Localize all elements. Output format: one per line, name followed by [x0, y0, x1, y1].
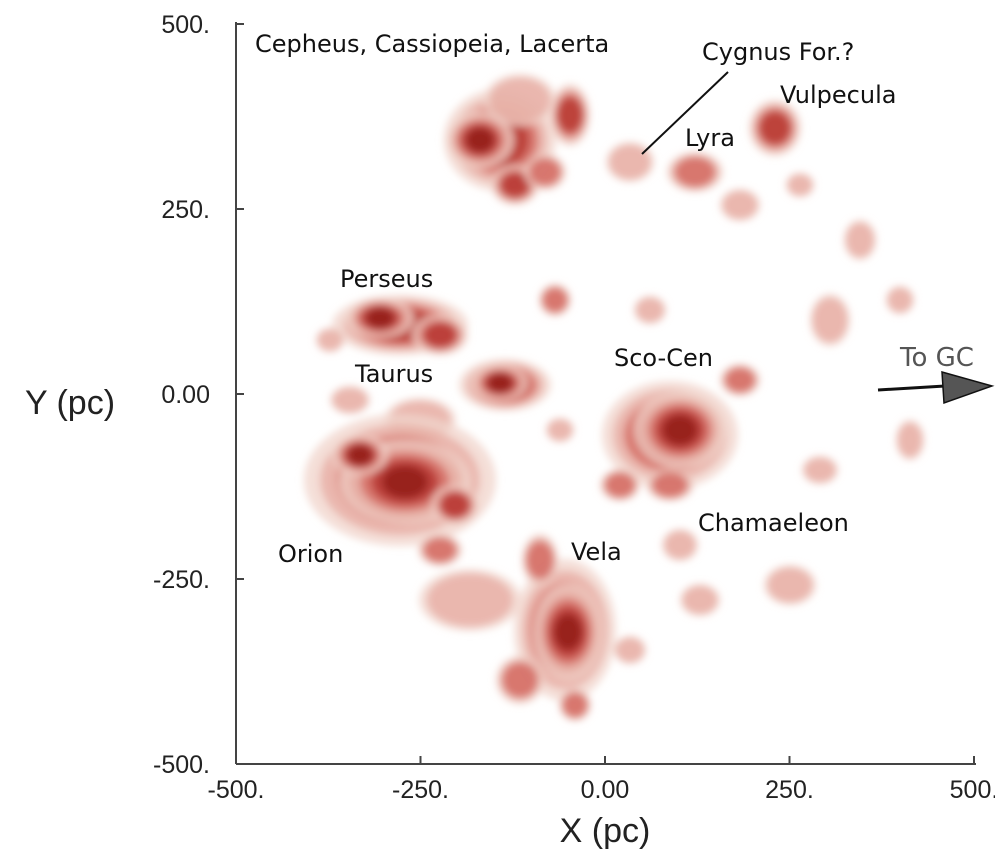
annotation: Orion	[278, 540, 343, 568]
dust-cloud	[635, 297, 665, 323]
annotation-line	[641, 71, 729, 155]
dust-cloud	[804, 457, 836, 483]
dust-cloud	[529, 158, 561, 186]
dust-cloud	[682, 585, 718, 615]
dust-cloud	[615, 637, 645, 663]
annotation: Perseus	[340, 265, 433, 293]
dust-cloud	[722, 190, 758, 220]
dust-cloud	[845, 222, 875, 258]
dust-cloud	[440, 492, 470, 518]
dust-cloud	[547, 419, 573, 441]
dust-cloud	[347, 445, 373, 465]
dust-cloud	[664, 530, 696, 560]
x-tick-label: 250.	[765, 776, 814, 804]
dust-cloud	[557, 97, 583, 133]
dust-cloud	[767, 567, 813, 603]
dust-cloud	[562, 692, 588, 718]
y-tick-label: 250.	[161, 196, 210, 224]
dust-cloud	[427, 573, 513, 627]
dust-cloud	[500, 172, 530, 198]
annotation: Sco-Cen	[614, 344, 713, 372]
dust-cloud	[423, 322, 457, 348]
dust-cloud	[897, 422, 923, 458]
dust-cloud	[605, 472, 635, 498]
dust-cloud	[609, 144, 651, 180]
x-tick-label: 500.	[950, 776, 995, 804]
annotation: Lyra	[685, 124, 735, 152]
dust-cloud	[725, 367, 755, 393]
dust-cloud	[332, 387, 368, 413]
x-tick-label: -250.	[392, 776, 449, 804]
x-axis-label: X (pc)	[560, 812, 651, 850]
dust-cloud	[542, 287, 568, 313]
dust-cloud	[502, 662, 538, 698]
x-tick-label: -500.	[208, 776, 265, 804]
y-tick-label: 0.00	[161, 381, 210, 409]
dust-cloud	[652, 472, 688, 498]
dust-cloud	[466, 127, 494, 153]
annotation: To GC	[899, 343, 974, 373]
y-axis-label: Y (pc)	[25, 384, 115, 422]
annotation: Cepheus, Cassiopeia, Lacerta	[255, 30, 609, 58]
dust-cloud	[382, 465, 428, 499]
dust-cloud	[317, 329, 343, 351]
dust-cloud	[423, 537, 457, 563]
x-tick-label: 0.00	[581, 776, 630, 804]
y-tick-label: 500.	[161, 11, 210, 39]
dust-cloud	[554, 614, 582, 650]
arrow-head	[941, 370, 995, 405]
dust-cloud	[787, 174, 813, 196]
dust-cloud	[812, 297, 848, 343]
annotation: Chamaeleon	[698, 509, 849, 537]
dust-cloud	[887, 287, 913, 313]
dust-cloud	[526, 541, 554, 579]
dust-cloud	[662, 415, 698, 445]
annotation: Vulpecula	[780, 81, 896, 109]
annotation: Cygnus For.?	[702, 38, 854, 66]
y-tick-label: -500.	[153, 751, 210, 779]
annotation: Taurus	[354, 360, 433, 388]
dust-cloud	[366, 308, 394, 328]
annotation: Vela	[571, 538, 622, 566]
dust-cloud	[674, 157, 716, 187]
arrow	[877, 384, 946, 392]
dust-clouds	[304, 74, 924, 721]
y-tick-label: -250.	[153, 566, 210, 594]
dust-cloud	[489, 77, 551, 123]
dust-cloud	[487, 373, 513, 393]
dust-cloud	[759, 111, 791, 145]
